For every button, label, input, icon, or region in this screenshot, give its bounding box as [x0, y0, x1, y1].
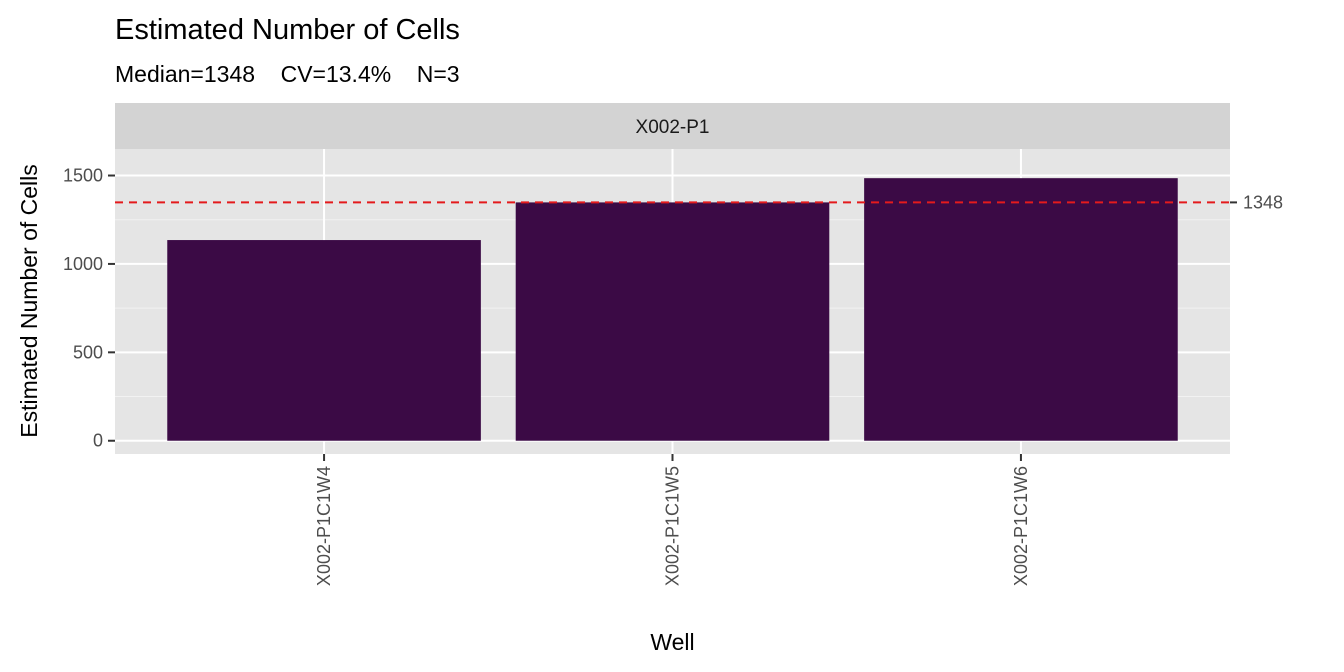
chart-title: Estimated Number of Cells	[115, 14, 460, 46]
y-axis: 0 500 1000 1500	[63, 166, 115, 451]
x-tick-label: X002-P1C1W4	[314, 466, 334, 586]
y-tick-label: 0	[93, 431, 103, 451]
facet-strip-label: X002-P1	[636, 117, 710, 138]
y-tick-label: 500	[73, 342, 103, 362]
x-axis: X002-P1C1W4 X002-P1C1W5 X002-P1C1W6	[314, 454, 1031, 586]
y-tick-label: 1500	[63, 166, 103, 186]
bar-X002-P1C1W5	[515, 202, 830, 441]
reference-line-group: 1348	[115, 192, 1283, 212]
facet-strip	[115, 103, 1230, 149]
y-axis-title: Estimated Number of Cells	[16, 164, 42, 438]
y-tick-label: 1000	[63, 254, 103, 274]
x-tick-label: X002-P1C1W6	[1011, 466, 1031, 586]
bar-X002-P1C1W4	[167, 240, 481, 441]
bars	[167, 178, 1178, 441]
bar-X002-P1C1W6	[864, 178, 1178, 441]
chart-subtitle: Median=1348 CV=13.4% N=3	[115, 61, 460, 87]
reference-line-label: 1348	[1243, 192, 1283, 212]
x-axis-title: Well	[650, 629, 694, 655]
x-tick-label: X002-P1C1W5	[663, 466, 683, 586]
